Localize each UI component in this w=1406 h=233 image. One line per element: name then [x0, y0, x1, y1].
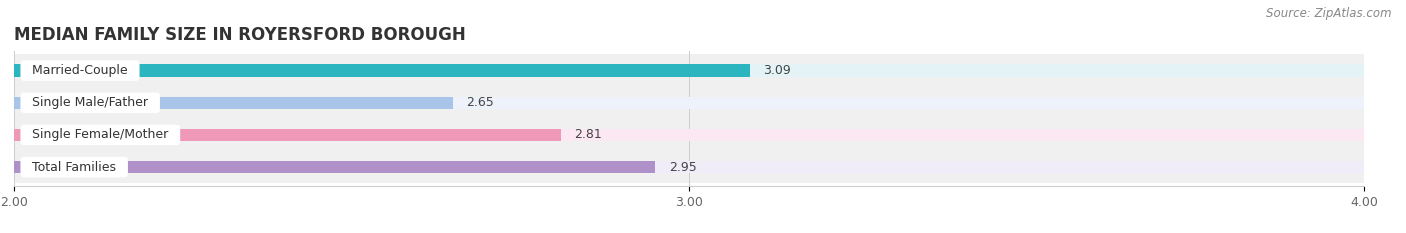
Text: Married-Couple: Married-Couple	[24, 64, 136, 77]
Bar	[14, 97, 1364, 109]
Bar	[14, 161, 655, 173]
Bar	[14, 97, 453, 109]
Bar	[14, 151, 1364, 183]
Text: Source: ZipAtlas.com: Source: ZipAtlas.com	[1267, 7, 1392, 20]
Bar	[14, 129, 561, 141]
Bar	[14, 65, 749, 77]
Bar	[14, 161, 1364, 173]
Text: 2.81: 2.81	[574, 128, 602, 141]
Bar	[14, 65, 1364, 77]
Text: MEDIAN FAMILY SIZE IN ROYERSFORD BOROUGH: MEDIAN FAMILY SIZE IN ROYERSFORD BOROUGH	[14, 26, 465, 44]
Text: Single Male/Father: Single Male/Father	[24, 96, 156, 109]
Bar	[14, 87, 1364, 119]
Bar	[14, 129, 1364, 141]
Text: 3.09: 3.09	[763, 64, 792, 77]
Text: Total Families: Total Families	[24, 161, 124, 174]
Bar	[14, 119, 1364, 151]
Text: 2.95: 2.95	[669, 161, 696, 174]
Text: 2.65: 2.65	[467, 96, 494, 109]
Text: Single Female/Mother: Single Female/Mother	[24, 128, 176, 141]
Bar	[14, 55, 1364, 87]
